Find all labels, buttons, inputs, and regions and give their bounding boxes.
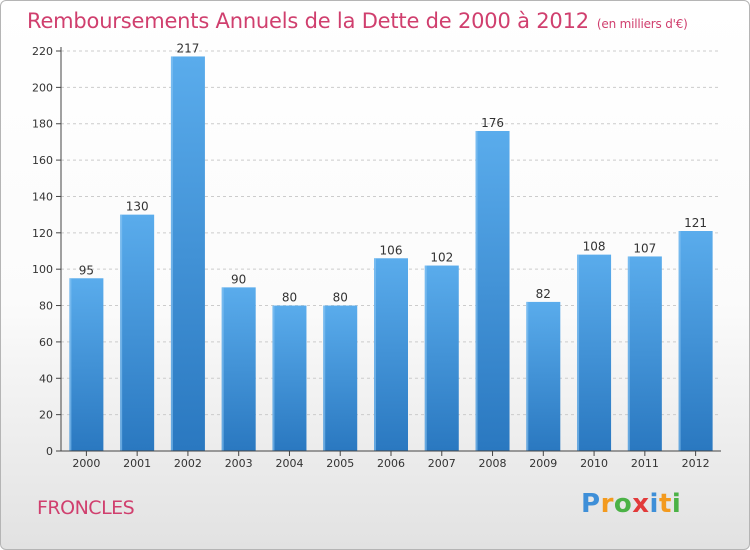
- x-tick-label: 2006: [377, 457, 405, 470]
- x-tick-label: 2012: [682, 457, 710, 470]
- chart-title: Remboursements Annuels de la Dette de 20…: [27, 9, 688, 33]
- value-label: 130: [126, 200, 149, 214]
- y-tick-label: 120: [32, 227, 53, 240]
- y-tick-label: 160: [32, 154, 53, 167]
- y-tick-label: 200: [32, 81, 53, 94]
- bar-2002: [170, 56, 205, 452]
- x-tick-label: 2000: [72, 457, 100, 470]
- y-tick-label: 20: [39, 409, 53, 422]
- value-label: 121: [684, 216, 707, 230]
- bar-highlight: [170, 56, 173, 452]
- commune-name: FRONCLES: [37, 497, 135, 519]
- y-tick-label: 0: [46, 445, 53, 458]
- value-label: 106: [380, 243, 403, 257]
- bar-2000: [69, 278, 104, 451]
- value-label: 176: [481, 116, 504, 130]
- value-label: 102: [430, 251, 453, 265]
- logo-letter: o: [613, 489, 633, 519]
- bar-highlight: [272, 305, 275, 451]
- logo-letter: P: [581, 489, 601, 519]
- value-label: 90: [231, 272, 246, 286]
- axes: 0 20 40 60 80 100 120 140 160 180 200 220 2000 2001 20…: [32, 45, 721, 470]
- chart-subtitle: (en milliers d'€): [596, 17, 688, 31]
- x-tick-label: 2001: [123, 457, 151, 470]
- bar-highlight: [526, 301, 529, 451]
- y-tick-label: 100: [32, 263, 53, 276]
- bar-2011: [627, 256, 662, 451]
- x-tick-label: 2005: [326, 457, 354, 470]
- bar-highlight: [424, 265, 427, 451]
- bar-highlight: [323, 305, 326, 451]
- y-tick-label: 40: [39, 372, 53, 385]
- bar-2006: [374, 258, 408, 451]
- bar-2001: [120, 214, 155, 451]
- value-label: 80: [282, 291, 297, 305]
- bar-2012: [678, 231, 713, 451]
- x-tick-label: 2008: [479, 457, 507, 470]
- proxiti-logo: Proxiti: [581, 489, 681, 519]
- x-tick-label: 2002: [174, 457, 202, 470]
- bars: [69, 56, 713, 452]
- y-tick-label: 220: [32, 45, 53, 58]
- bar-highlight: [69, 278, 72, 451]
- logo-letter: i: [649, 489, 659, 519]
- value-label: 107: [633, 241, 656, 255]
- y-tick-label: 180: [32, 118, 53, 131]
- y-tick-label: 140: [32, 190, 53, 203]
- x-tick-label: 2009: [529, 457, 557, 470]
- bar-highlight: [577, 254, 580, 451]
- y-tick-label: 80: [39, 300, 53, 313]
- bar-2008: [475, 131, 510, 451]
- bar-highlight: [475, 131, 478, 451]
- x-tick-label: 2010: [580, 457, 608, 470]
- logo-letter: x: [632, 489, 650, 519]
- value-label: 217: [176, 41, 199, 55]
- value-label: 108: [583, 240, 606, 254]
- bar-highlight: [627, 256, 630, 451]
- bar-2003: [221, 287, 256, 451]
- logo-letter: r: [600, 489, 614, 519]
- bar-highlight: [678, 231, 681, 451]
- value-label: 95: [79, 263, 94, 277]
- bar-2009: [526, 301, 561, 451]
- bar-2010: [577, 254, 612, 451]
- value-labels: 95 130 217 90 80 80 106 102 176 82 108 107 121: [79, 41, 707, 304]
- x-tick-label: 2007: [428, 457, 456, 470]
- bar-highlight: [120, 214, 123, 451]
- bar-2007: [424, 265, 459, 451]
- bar-2004: [272, 305, 307, 451]
- y-tick-label: 60: [39, 336, 53, 349]
- x-tick-label: 2004: [275, 457, 303, 470]
- title-text: Remboursements Annuels de la Dette de 20…: [27, 9, 589, 33]
- bar-highlight: [221, 287, 224, 451]
- value-label: 82: [536, 287, 551, 301]
- logo-letter: t: [658, 489, 672, 519]
- bar-2005: [323, 305, 358, 451]
- x-tick-label: 2003: [225, 457, 253, 470]
- value-label: 80: [333, 291, 348, 305]
- logo-letter: i: [671, 489, 682, 519]
- x-tick-label: 2011: [631, 457, 659, 470]
- bar-highlight: [374, 258, 376, 451]
